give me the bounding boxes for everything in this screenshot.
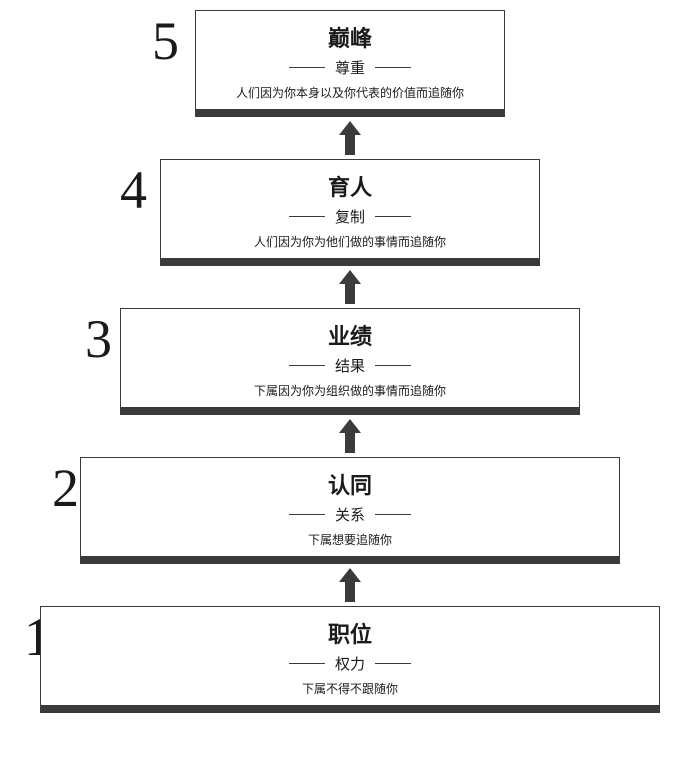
arrow-up-icon: [339, 568, 361, 602]
divider-line: [289, 663, 325, 664]
level-1-subtitle: 权力: [335, 653, 365, 674]
level-5-desc: 人们因为你本身以及你代表的价值而追随你: [204, 84, 496, 101]
divider-line: [289, 216, 325, 217]
divider-line: [375, 663, 411, 664]
level-1-row: 1 职位 权力 下属不得不跟随你: [0, 606, 700, 713]
level-2-desc: 下属想要追随你: [89, 531, 611, 548]
level-3-subtitle-row: 结果: [129, 355, 571, 376]
level-4-title: 育人: [169, 170, 531, 202]
level-2-subtitle: 关系: [335, 504, 365, 525]
level-3-subtitle: 结果: [335, 355, 365, 376]
level-5-subtitle-row: 尊重: [204, 57, 496, 78]
level-5-box: 巅峰 尊重 人们因为你本身以及你代表的价值而追随你: [195, 10, 505, 117]
level-2-subtitle-row: 关系: [89, 504, 611, 525]
level-5-subtitle: 尊重: [335, 57, 365, 78]
divider-line: [375, 67, 411, 68]
level-1-subtitle-row: 权力: [49, 653, 651, 674]
divider-line: [375, 514, 411, 515]
arrow-up-icon: [339, 419, 361, 453]
divider-line: [289, 365, 325, 366]
level-4-box: 育人 复制 人们因为你为他们做的事情而追随你: [160, 159, 540, 266]
level-5-title: 巅峰: [204, 21, 496, 53]
divider-line: [289, 67, 325, 68]
level-3-desc: 下属因为你为组织做的事情而追随你: [129, 382, 571, 399]
level-4-desc: 人们因为你为他们做的事情而追随你: [169, 233, 531, 250]
arrow-up-icon: [339, 270, 361, 304]
level-1-title: 职位: [49, 617, 651, 649]
level-3-row: 3 业绩 结果 下属因为你为组织做的事情而追随你: [0, 308, 700, 415]
level-4-row: 4 育人 复制 人们因为你为他们做的事情而追随你: [0, 159, 700, 266]
level-4-subtitle-row: 复制: [169, 206, 531, 227]
level-2-box: 认同 关系 下属想要追随你: [80, 457, 620, 564]
level-3-title: 业绩: [129, 319, 571, 351]
level-4-subtitle: 复制: [335, 206, 365, 227]
level-2-row: 2 认同 关系 下属想要追随你: [0, 457, 700, 564]
level-2-title: 认同: [89, 468, 611, 500]
divider-line: [375, 365, 411, 366]
level-1-desc: 下属不得不跟随你: [49, 680, 651, 697]
arrow-up-icon: [339, 121, 361, 155]
level-2-number: 2: [52, 461, 79, 515]
level-3-number: 3: [85, 312, 112, 366]
level-1-box: 职位 权力 下属不得不跟随你: [40, 606, 660, 713]
level-5-row: 5 巅峰 尊重 人们因为你本身以及你代表的价值而追随你: [0, 10, 700, 117]
divider-line: [289, 514, 325, 515]
divider-line: [375, 216, 411, 217]
level-4-number: 4: [120, 163, 147, 217]
pyramid-diagram: 5 巅峰 尊重 人们因为你本身以及你代表的价值而追随你 4 育人 复制 人们因为…: [0, 0, 700, 713]
level-5-number: 5: [152, 14, 179, 68]
level-3-box: 业绩 结果 下属因为你为组织做的事情而追随你: [120, 308, 580, 415]
